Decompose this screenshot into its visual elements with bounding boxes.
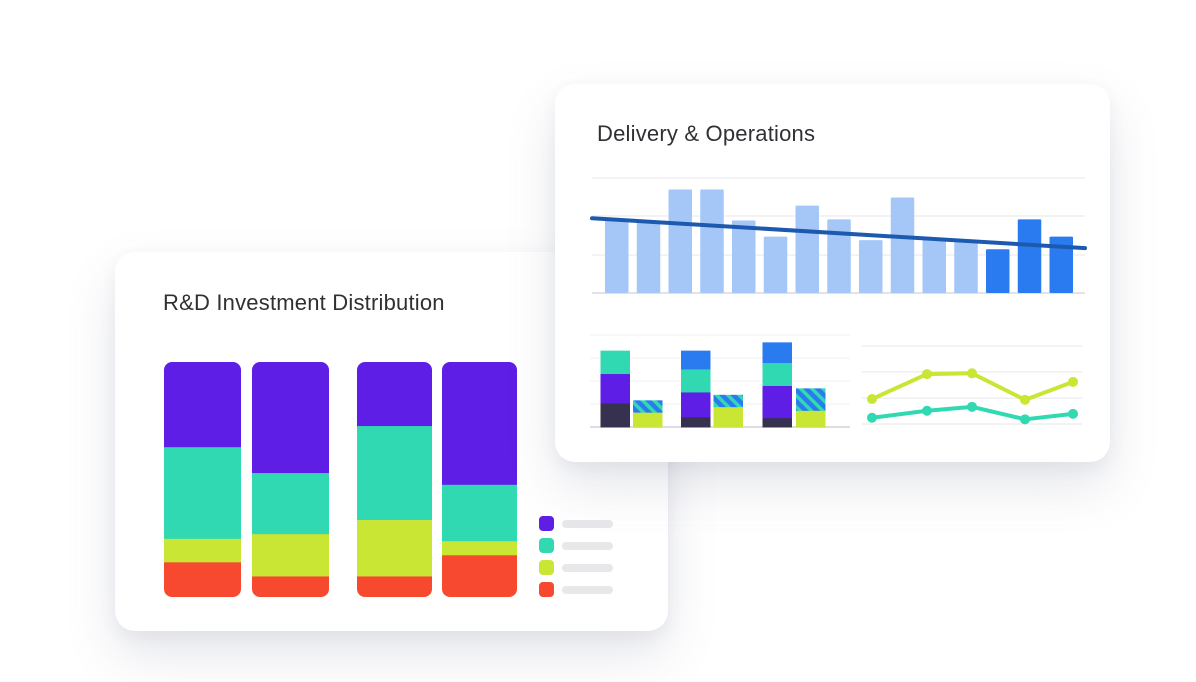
rd-chart-legend	[539, 516, 613, 597]
mini-main-segment-teal	[762, 362, 792, 386]
mini-main-segment-navy	[600, 403, 630, 428]
main-chart-bar-highlight	[1017, 219, 1042, 293]
mini-main-segment-purple	[600, 373, 630, 404]
teal-line-point	[1020, 414, 1030, 425]
teal-swatch-icon	[539, 538, 554, 553]
rd-segment-purple	[357, 362, 432, 427]
main-chart-bar	[795, 205, 819, 293]
main-chart-bar	[605, 220, 629, 293]
legend-label-placeholder	[562, 519, 613, 528]
main-chart-bar	[922, 237, 946, 293]
main-chart-bar	[732, 220, 756, 293]
legend-label-placeholder	[562, 541, 613, 550]
main-chart-bar	[827, 219, 851, 293]
legend-label-placeholder	[562, 563, 613, 572]
red-swatch-icon	[539, 582, 554, 597]
teal-line-point	[967, 401, 977, 412]
rd-segment-purple	[442, 362, 517, 485]
rd-card-title: R&D Investment Distribution	[163, 290, 445, 315]
yellow-line-point	[922, 369, 932, 380]
legend-item-red	[539, 582, 613, 597]
legend-item-purple	[539, 516, 613, 531]
rd-segment-teal	[442, 484, 517, 542]
rd-segment-red	[357, 575, 432, 597]
main-chart-bar-highlight	[986, 249, 1010, 293]
mini-secondary-segment-yellow	[713, 406, 743, 428]
main-chart-bar-highlight	[1049, 236, 1073, 293]
yellow-line-point	[967, 368, 977, 379]
yellow-line-point	[867, 394, 877, 405]
rd-stacked-bar	[252, 362, 329, 597]
rd-stacked-bar	[442, 362, 517, 597]
legend-label-placeholder	[562, 585, 613, 594]
teal-line-point	[922, 405, 932, 416]
mini-secondary-segment-yellow	[633, 412, 663, 428]
mini-main-segment-navy	[681, 416, 711, 428]
delivery-charts-canvas	[590, 177, 1087, 428]
trend-line	[590, 216, 1087, 251]
delivery-card-title: Delivery & Operations	[597, 121, 816, 146]
rd-segment-yellow	[357, 519, 432, 577]
main-chart-bar	[954, 240, 978, 293]
main-chart-bar	[700, 189, 724, 293]
main-chart-bar	[668, 189, 692, 293]
rd-stacked-bar	[164, 362, 241, 597]
yellow-swatch-icon	[539, 560, 554, 575]
rd-segment-red	[442, 554, 517, 597]
mini-main-segment-purple	[681, 392, 711, 418]
rd-segment-teal	[357, 425, 432, 521]
rd-segment-red	[252, 575, 329, 597]
rd-segment-teal	[252, 472, 329, 535]
main-chart-bar	[859, 240, 883, 293]
mini-secondary-segment-hatch	[633, 400, 663, 413]
rd-segment-red	[164, 561, 241, 597]
rd-segment-teal	[164, 446, 241, 539]
yellow-line-point	[1020, 394, 1030, 405]
mini-main-segment-teal	[600, 350, 630, 375]
rd-stacked-bar-chart	[164, 362, 517, 597]
rd-segment-yellow	[442, 540, 517, 556]
purple-swatch-icon	[539, 516, 554, 531]
rd-segment-yellow	[164, 538, 241, 563]
rd-segment-yellow	[252, 533, 329, 577]
mini-secondary-segment-yellow	[796, 410, 826, 428]
mini-secondary-segment-hatch	[713, 394, 743, 408]
delivery-operations-card: Delivery & Operations	[555, 84, 1110, 462]
rd-segment-purple	[252, 362, 329, 474]
mini-main-segment-teal	[681, 369, 711, 393]
main-chart-bar	[890, 197, 915, 293]
yellow-line-point	[1068, 376, 1078, 387]
legend-item-yellow	[539, 560, 613, 575]
main-chart-bar	[636, 222, 661, 293]
rd-segment-purple	[164, 362, 241, 448]
teal-line-point	[1068, 408, 1078, 419]
mini-main-segment-blue	[681, 350, 711, 370]
mini-secondary-segment-hatch	[796, 388, 826, 411]
teal-line-point	[867, 412, 877, 423]
rd-stacked-bar	[357, 362, 432, 597]
main-chart-bar	[763, 236, 788, 293]
mini-main-segment-purple	[762, 385, 792, 419]
mini-main-segment-blue	[762, 342, 792, 363]
mini-main-segment-navy	[762, 417, 792, 428]
legend-item-teal	[539, 538, 613, 553]
